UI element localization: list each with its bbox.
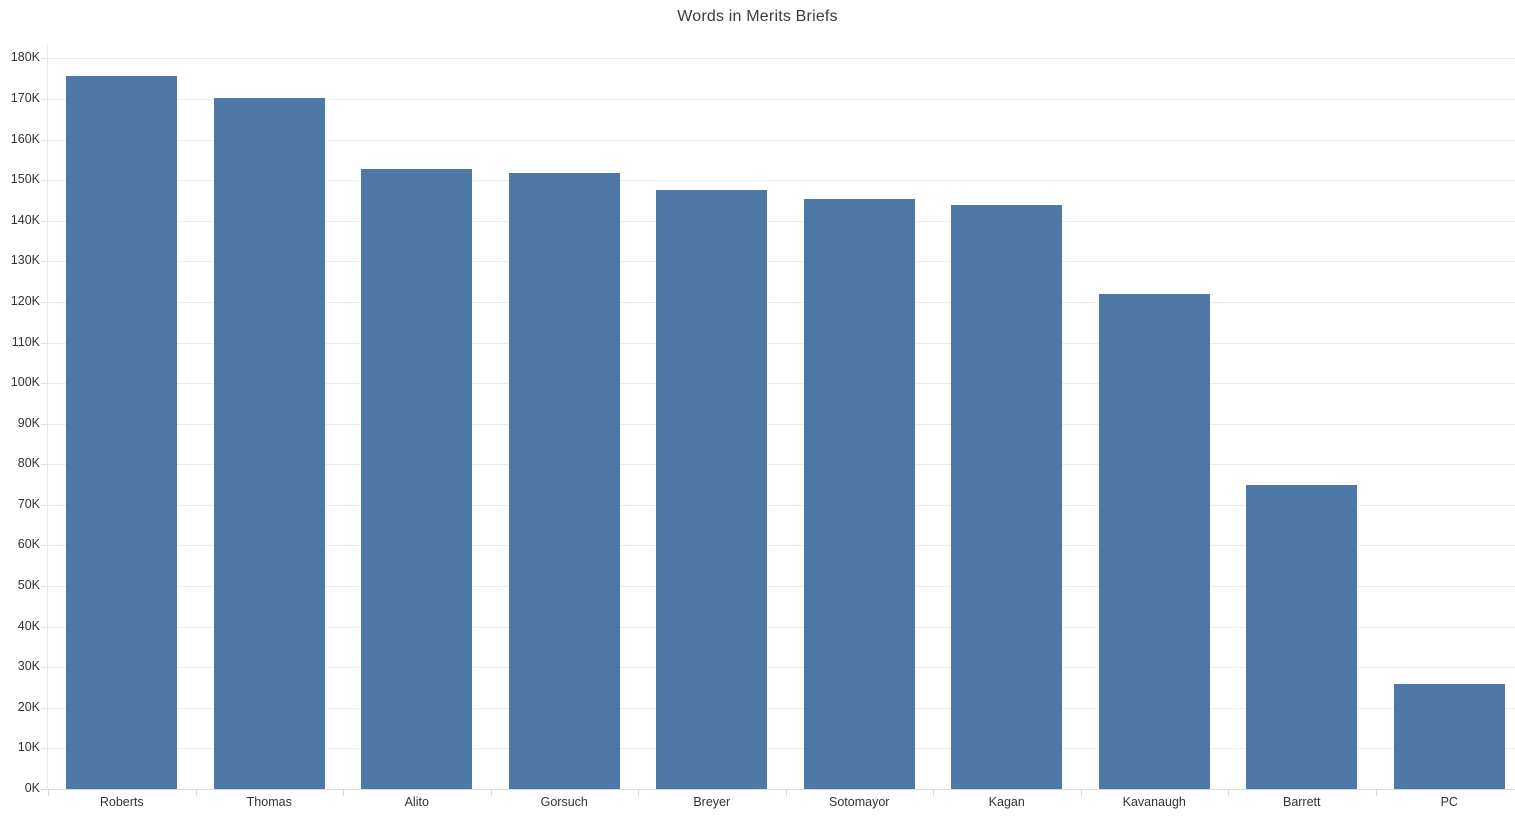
y-tick-mark <box>41 626 48 628</box>
x-tick-mark <box>785 789 787 796</box>
y-gridline <box>48 180 1515 182</box>
y-gridline <box>48 586 1515 588</box>
bar-breyer[interactable] <box>656 189 768 789</box>
x-category-label: Sotomayor <box>829 795 890 809</box>
x-category-label: Thomas <box>246 795 292 809</box>
y-tick-mark <box>41 504 48 506</box>
plot-area <box>48 45 1515 790</box>
y-gridline <box>48 301 1515 303</box>
y-gridline <box>48 261 1515 263</box>
y-tick-label: 180K <box>10 50 40 65</box>
y-tick-label: 10K <box>17 740 40 755</box>
x-category-label: Kavanaugh <box>1122 795 1186 809</box>
y-gridline <box>48 667 1515 669</box>
y-tick-mark <box>41 139 48 141</box>
y-tick-label: 130K <box>10 253 40 268</box>
y-tick-label: 60K <box>17 537 40 552</box>
y-tick-label: 80K <box>17 456 40 471</box>
y-tick-mark <box>41 707 48 709</box>
y-tick-mark <box>41 667 48 669</box>
x-axis-line <box>41 789 1515 790</box>
y-tick-label: 110K <box>11 334 40 349</box>
y-tick-label: 160K <box>10 131 40 146</box>
x-category-label: Gorsuch <box>540 795 588 809</box>
y-gridline <box>48 748 1515 750</box>
y-tick-mark <box>41 180 48 182</box>
y-gridline <box>48 545 1515 547</box>
bar-pc[interactable] <box>1393 684 1505 789</box>
x-category-label: PC <box>1440 795 1458 809</box>
x-tick-mark <box>1375 789 1377 796</box>
y-tick-label: 100K <box>10 375 40 390</box>
y-tick-mark <box>41 342 48 344</box>
y-tick-mark <box>41 383 48 385</box>
y-tick-mark <box>41 301 48 303</box>
y-tick-label: 40K <box>17 618 40 633</box>
bar-sotomayor[interactable] <box>803 198 915 789</box>
bar-kavanaugh[interactable] <box>1098 293 1210 789</box>
x-tick-mark <box>1080 789 1082 796</box>
y-tick-mark <box>41 220 48 222</box>
x-category-label: Alito <box>404 795 429 809</box>
y-tick-label: 20K <box>17 699 40 714</box>
y-tick-label: 150K <box>10 172 40 187</box>
y-tick-mark <box>41 261 48 263</box>
y-tick-label: 30K <box>17 659 40 674</box>
y-tick-label: 0K <box>24 781 40 795</box>
y-gridline <box>48 626 1515 628</box>
bar-kagan[interactable] <box>951 204 1063 789</box>
y-gridline <box>48 464 1515 466</box>
y-tick-label: 90K <box>17 415 40 430</box>
x-category-label: Kagan <box>988 795 1025 809</box>
y-tick-mark <box>41 464 48 466</box>
y-gridline <box>48 342 1515 344</box>
y-tick-mark <box>41 545 48 547</box>
y-tick-label: 170K <box>10 90 40 105</box>
x-tick-mark <box>48 789 49 796</box>
y-tick-label: 140K <box>10 212 40 227</box>
y-gridline <box>48 58 1515 60</box>
x-tick-mark <box>933 789 934 796</box>
bar-barrett[interactable] <box>1246 485 1358 789</box>
bar-gorsuch[interactable] <box>508 173 620 789</box>
y-gridline <box>48 98 1515 100</box>
x-tick-mark <box>195 789 197 796</box>
x-tick-mark <box>343 789 344 796</box>
x-tick-mark <box>1228 789 1229 796</box>
y-tick-mark <box>41 748 48 750</box>
y-tick-mark <box>41 58 48 60</box>
y-gridline <box>48 383 1515 385</box>
x-tick-mark <box>638 789 639 796</box>
chart-title: Words in Merits Briefs <box>677 8 838 25</box>
y-gridline <box>48 423 1515 425</box>
x-category-label: Roberts <box>99 795 144 809</box>
y-tick-mark <box>41 423 48 425</box>
x-category-label: Barrett <box>1282 795 1321 809</box>
bar-alito[interactable] <box>361 168 473 789</box>
y-gridline <box>48 707 1515 709</box>
bar-thomas[interactable] <box>213 97 325 789</box>
y-axis-line <box>47 45 48 789</box>
y-tick-label: 50K <box>17 578 40 593</box>
y-tick-mark <box>41 98 48 100</box>
y-gridline <box>48 139 1515 141</box>
y-gridline <box>48 220 1515 222</box>
y-tick-label: 70K <box>17 496 40 511</box>
x-category-label: Breyer <box>693 795 731 809</box>
y-tick-label: 120K <box>10 293 40 308</box>
x-tick-mark <box>490 789 492 796</box>
y-gridline <box>48 504 1515 506</box>
bar-roberts[interactable] <box>66 75 178 789</box>
y-tick-mark <box>41 586 48 588</box>
